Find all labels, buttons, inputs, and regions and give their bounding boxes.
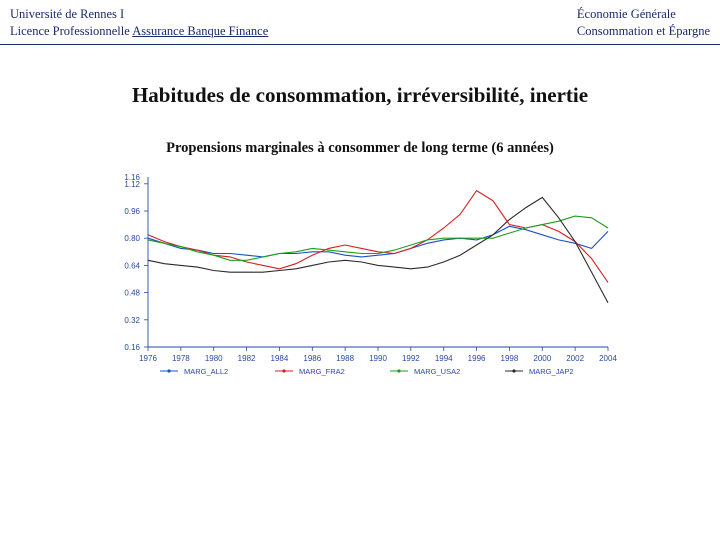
series-MARG_JAP2 (148, 197, 608, 302)
legend-item: MARG_ALL2 (184, 367, 228, 376)
program-underlined: Assurance Banque Finance (132, 24, 268, 38)
header-divider (0, 44, 720, 45)
svg-text:2004: 2004 (599, 354, 617, 363)
legend-item: MARG_FRA2 (299, 367, 345, 376)
svg-text:1998: 1998 (501, 354, 519, 363)
line-chart: 0.160.320.480.640.800.961.121.1619761978… (100, 169, 620, 399)
program-name: Licence Professionnelle Assurance Banque… (10, 23, 268, 40)
topic-name: Consommation et Épargne (577, 23, 710, 40)
svg-text:1990: 1990 (369, 354, 387, 363)
svg-text:0.16: 0.16 (124, 343, 140, 352)
header-left: Université de Rennes I Licence Professio… (10, 6, 268, 40)
course-name: Économie Générale (577, 6, 710, 23)
svg-text:1992: 1992 (402, 354, 420, 363)
chart-container: 0.160.320.480.640.800.961.121.1619761978… (100, 169, 620, 399)
svg-text:1988: 1988 (336, 354, 354, 363)
svg-text:1994: 1994 (435, 354, 453, 363)
svg-text:1984: 1984 (271, 354, 289, 363)
svg-text:2000: 2000 (533, 354, 551, 363)
slide-subtitle: Propensions marginales à consommer de lo… (0, 140, 720, 157)
header-right: Économie Générale Consommation et Épargn… (577, 6, 710, 40)
legend-item: MARG_JAP2 (529, 367, 574, 376)
university-name: Université de Rennes I (10, 6, 268, 23)
svg-text:1980: 1980 (205, 354, 223, 363)
svg-text:0.32: 0.32 (124, 316, 140, 325)
svg-text:1.16: 1.16 (124, 173, 140, 182)
slide-header: Université de Rennes I Licence Professio… (0, 0, 720, 42)
svg-text:0.48: 0.48 (124, 288, 140, 297)
svg-text:1996: 1996 (468, 354, 486, 363)
program-prefix: Licence Professionnelle (10, 24, 132, 38)
svg-text:0.96: 0.96 (124, 207, 140, 216)
legend-item: MARG_USA2 (414, 367, 460, 376)
svg-text:1978: 1978 (172, 354, 190, 363)
slide-title: Habitudes de consommation, irréversibili… (0, 83, 720, 108)
svg-text:1986: 1986 (303, 354, 321, 363)
svg-text:1976: 1976 (139, 354, 157, 363)
series-MARG_FRA2 (148, 190, 608, 282)
svg-text:0.80: 0.80 (124, 234, 140, 243)
svg-text:0.64: 0.64 (124, 261, 140, 270)
svg-text:1982: 1982 (238, 354, 256, 363)
svg-text:2002: 2002 (566, 354, 584, 363)
